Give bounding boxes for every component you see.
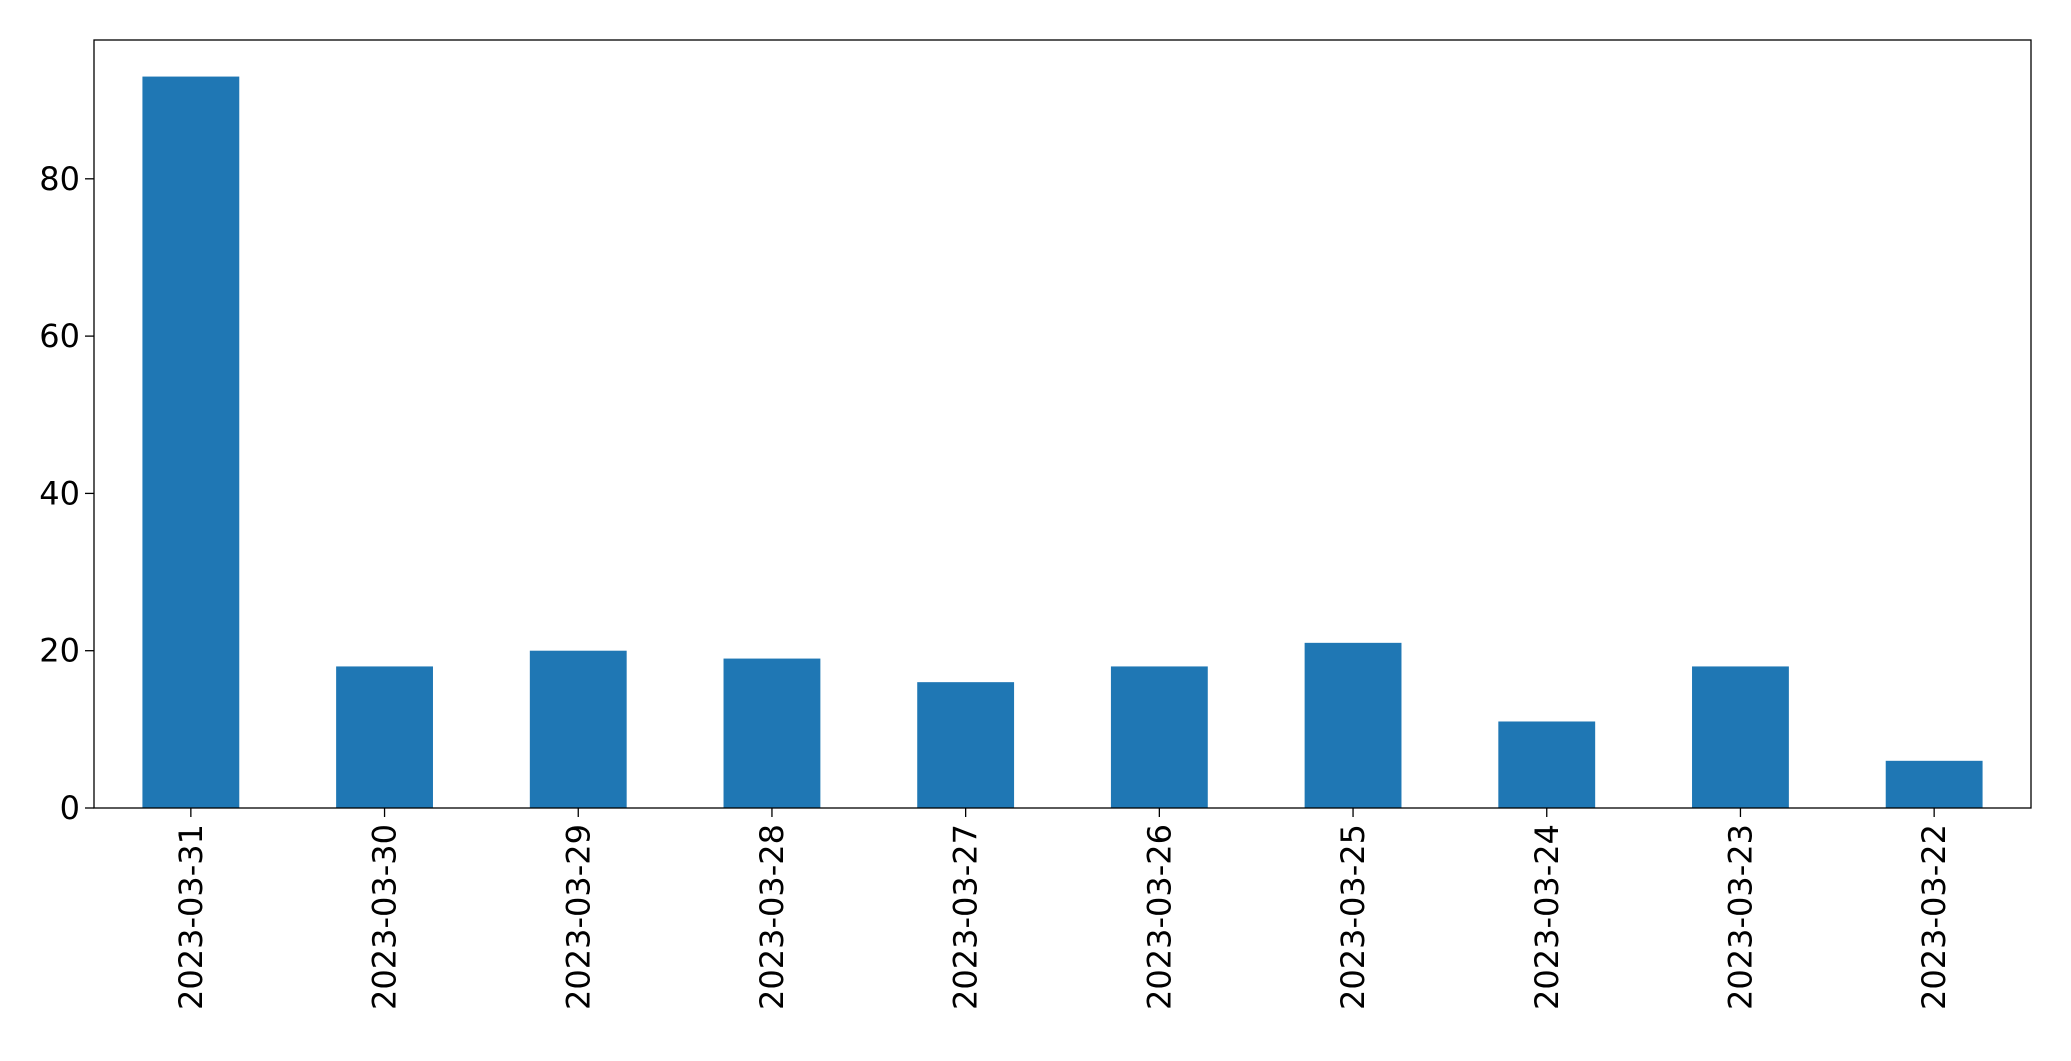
- bar: [917, 682, 1015, 808]
- x-tick-label: 2023-03-30: [366, 824, 404, 1010]
- x-tick-label: 2023-03-29: [559, 824, 597, 1010]
- bar: [1692, 666, 1789, 808]
- bar: [1304, 642, 1402, 808]
- y-tick-label: 20: [39, 632, 80, 670]
- y-tick-label: 0: [60, 789, 80, 827]
- x-tick-label: 2023-03-23: [1721, 824, 1759, 1010]
- bar: [1110, 666, 1208, 808]
- x-tick-label: 2023-03-24: [1528, 824, 1566, 1010]
- bar: [142, 76, 240, 809]
- x-tick-label: 2023-03-25: [1334, 824, 1372, 1010]
- x-tick-label: 2023-03-22: [1915, 824, 1953, 1010]
- axes-frame: [93, 39, 2032, 809]
- bar: [723, 658, 821, 808]
- bar: [1885, 760, 1983, 808]
- x-tick-label: 2023-03-28: [753, 824, 791, 1010]
- bar: [336, 666, 433, 808]
- x-tick-label: 2023-03-27: [947, 824, 985, 1010]
- y-tick-label: 40: [39, 474, 80, 512]
- x-tick-label: 2023-03-26: [1140, 824, 1178, 1010]
- x-tick-label: 2023-03-31: [172, 824, 210, 1010]
- y-tick-label: 80: [39, 160, 80, 198]
- bar: [529, 650, 627, 808]
- bar: [1498, 721, 1596, 808]
- y-tick-label: 60: [39, 317, 80, 355]
